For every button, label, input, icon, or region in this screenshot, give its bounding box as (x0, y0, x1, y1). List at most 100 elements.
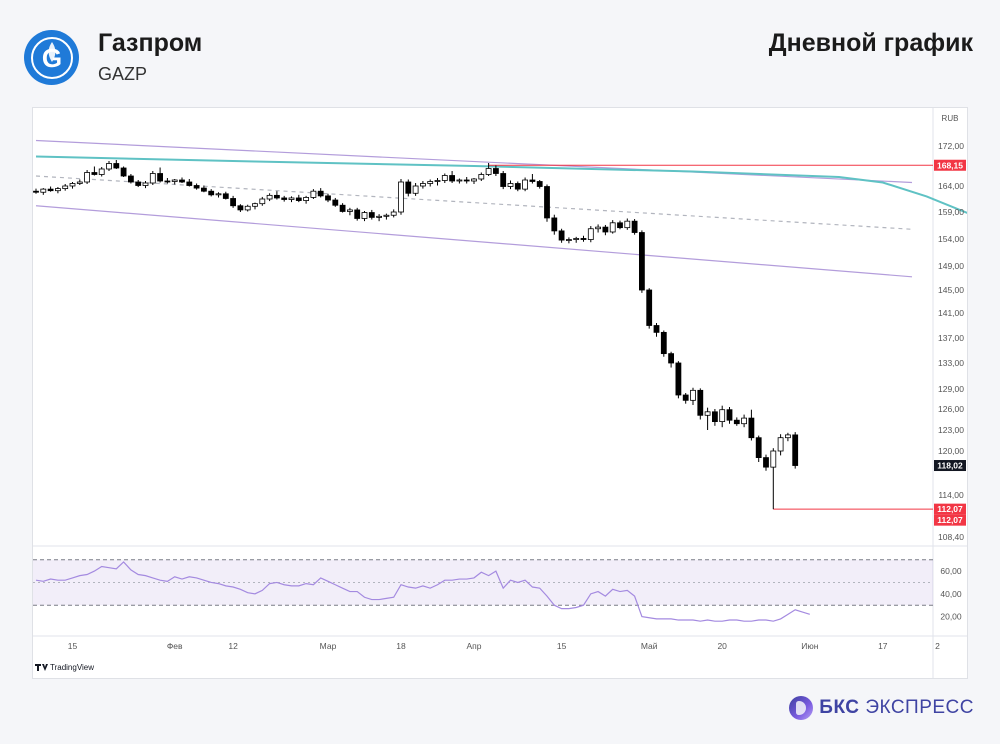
candle (179, 179, 185, 183)
time-tick-label: 12 (228, 641, 238, 651)
flame-icon: G (30, 36, 73, 79)
time-tick-label: Май (641, 641, 658, 651)
candle (675, 362, 682, 396)
candle (617, 222, 623, 229)
time-tick-label: 20 (717, 641, 727, 651)
candle (186, 181, 193, 186)
candle (660, 331, 667, 355)
candle (244, 205, 251, 211)
price-tag (934, 159, 966, 171)
candle (230, 198, 237, 207)
candle (507, 183, 514, 187)
candle (171, 179, 178, 182)
rsi-tick-label: 40,00 (940, 589, 962, 599)
candle (682, 394, 689, 401)
price-tick-label: 154,00 (938, 234, 964, 244)
candle (609, 222, 616, 233)
candle (419, 183, 426, 187)
candle (558, 230, 565, 241)
brand-rest: ЭКСПРЕСС (865, 697, 974, 718)
company-name: Газпром (98, 29, 203, 57)
candle (602, 226, 609, 233)
candle (741, 417, 747, 425)
candle (595, 226, 601, 230)
candle (777, 437, 784, 452)
candle (536, 181, 543, 187)
candle (390, 211, 397, 216)
candle (259, 198, 266, 205)
tradingview-icon (35, 664, 48, 671)
candle (383, 214, 390, 217)
rsi-tick-label: 20,00 (940, 612, 962, 622)
candle (295, 197, 302, 201)
candle (726, 409, 733, 421)
candle (748, 417, 755, 439)
candle (412, 185, 419, 194)
candle (128, 175, 134, 183)
candle (763, 457, 769, 468)
candle (449, 175, 456, 182)
candle (33, 190, 39, 193)
candle (485, 168, 492, 175)
candle (398, 181, 404, 213)
candle (785, 434, 791, 439)
candle (471, 178, 477, 182)
candle (164, 180, 171, 183)
brand-bold: БКС (819, 697, 860, 718)
candle (62, 185, 69, 189)
candle (427, 181, 434, 184)
candle (500, 173, 507, 187)
candle (310, 190, 317, 198)
candle (361, 212, 368, 219)
price-tick-label: 145,00 (938, 285, 964, 295)
candle (653, 325, 660, 333)
header: G Газпром GAZP Дневной график (0, 0, 1000, 100)
candle (332, 199, 339, 206)
candle (76, 181, 83, 184)
candle (405, 181, 412, 194)
rsi-line (35, 561, 810, 622)
candle (668, 353, 674, 364)
candle (339, 204, 346, 212)
candle (317, 190, 324, 197)
channel-lower-line (35, 205, 913, 278)
price-tag-label: 168,15 (937, 160, 963, 170)
candle (522, 179, 529, 190)
candle (624, 220, 631, 229)
candle (98, 168, 105, 175)
candle (40, 188, 47, 193)
price-tag (934, 514, 966, 526)
channel-upper-line (35, 139, 913, 184)
candle (770, 450, 777, 468)
time-tick-label: 2 (935, 641, 940, 651)
price-tag-label: 112,07 (937, 504, 963, 514)
time-tick-label: 15 (68, 641, 78, 651)
candle (456, 179, 463, 182)
candle (273, 194, 280, 199)
candle (646, 289, 653, 326)
period-label: Дневной график (768, 29, 973, 57)
candle (135, 181, 142, 186)
candle (252, 203, 258, 207)
candle (120, 167, 127, 177)
candle (492, 168, 499, 174)
gazprom-logo: G (24, 30, 79, 85)
channel-mid-line (35, 175, 913, 230)
candle (54, 188, 61, 192)
candle (690, 389, 696, 401)
candle (573, 238, 580, 240)
candle (288, 197, 295, 200)
candle (84, 172, 90, 183)
candle (368, 212, 375, 218)
candle (193, 185, 200, 189)
candle (514, 183, 521, 190)
price-tick-label: 108,40 (938, 532, 964, 542)
price-tag (934, 503, 966, 515)
price-tick-label: 133,00 (938, 358, 964, 368)
price-tick-label: 172,00 (938, 141, 964, 151)
chart-svg: RUB 172,00 164,00 159,00 154,00 149,00 145,00 1… (33, 108, 971, 678)
price-tick-label: 129,00 (938, 384, 964, 394)
candle (106, 163, 112, 170)
candle (91, 172, 98, 175)
candle (303, 197, 310, 201)
